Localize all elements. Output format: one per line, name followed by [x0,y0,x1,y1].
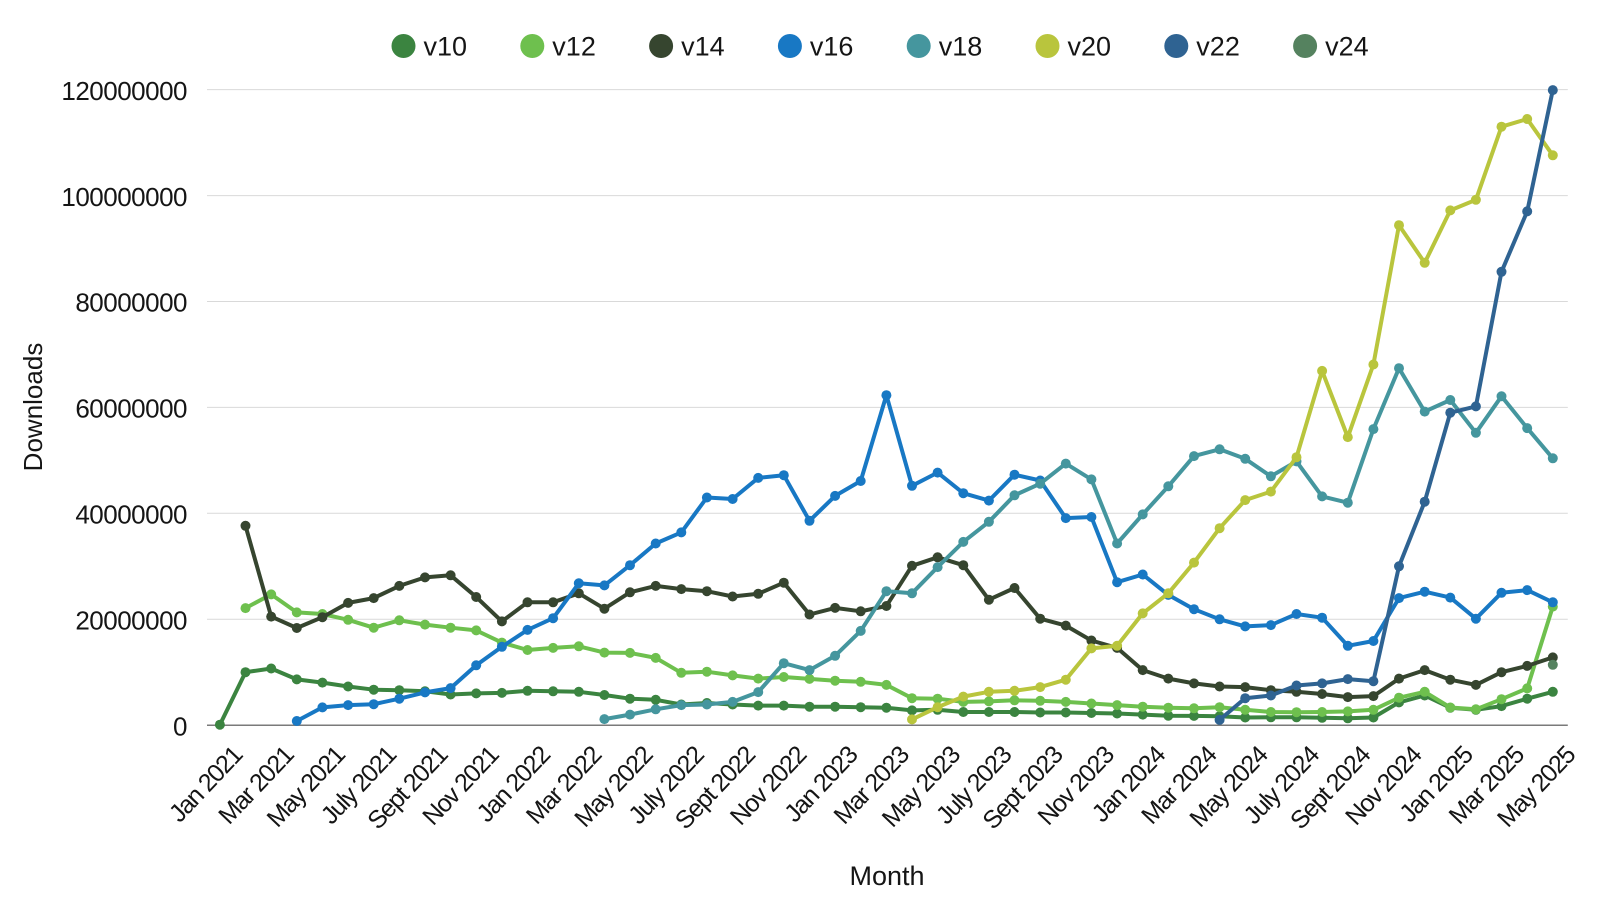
svg-text:v12: v12 [552,32,596,62]
svg-text:v16: v16 [810,32,854,62]
svg-text:40000000: 40000000 [75,500,187,530]
svg-text:v22: v22 [1196,32,1240,62]
svg-text:v10: v10 [424,32,468,62]
svg-text:v18: v18 [939,32,983,62]
svg-text:20000000: 20000000 [75,606,187,636]
svg-text:v20: v20 [1068,32,1112,62]
svg-text:Month: Month [849,861,924,891]
svg-text:80000000: 80000000 [75,288,187,318]
svg-text:Downloads: Downloads [18,343,48,472]
svg-text:100000000: 100000000 [61,182,187,212]
svg-text:60000000: 60000000 [75,394,187,424]
svg-text:v14: v14 [681,32,725,62]
svg-text:0: 0 [173,711,187,741]
svg-text:120000000: 120000000 [61,76,187,106]
svg-text:v24: v24 [1325,32,1369,62]
